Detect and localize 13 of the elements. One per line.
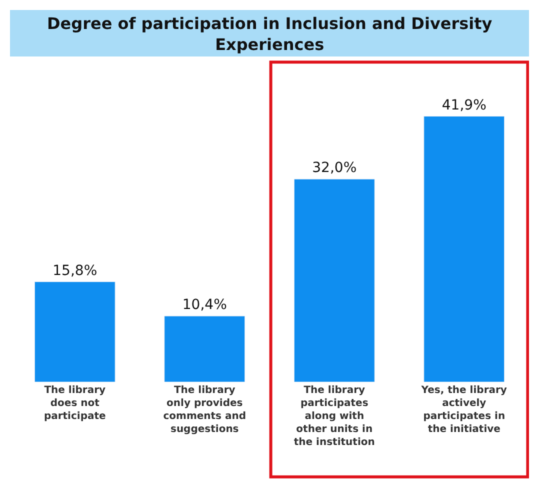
x-tick-label: Yes, the library actively participates in the initiative: [420, 385, 508, 435]
bar: [424, 116, 505, 382]
x-tick-label: The library participates along with other units in the institution: [294, 385, 375, 448]
bar: [164, 316, 246, 382]
bar: [294, 178, 375, 382]
data-label: 32,0%: [312, 160, 357, 176]
data-label: 41,9%: [442, 97, 486, 114]
x-tick-label: The library only provides comments and suggestions: [163, 385, 246, 435]
data-label: 10,4%: [182, 297, 227, 314]
bar: [34, 282, 116, 382]
data-label: 15,8%: [52, 262, 98, 279]
chart-title: Degree of participation in Inclusion and Diversity Experiences: [47, 14, 493, 54]
x-tick-label: The library does not participate: [44, 385, 106, 422]
